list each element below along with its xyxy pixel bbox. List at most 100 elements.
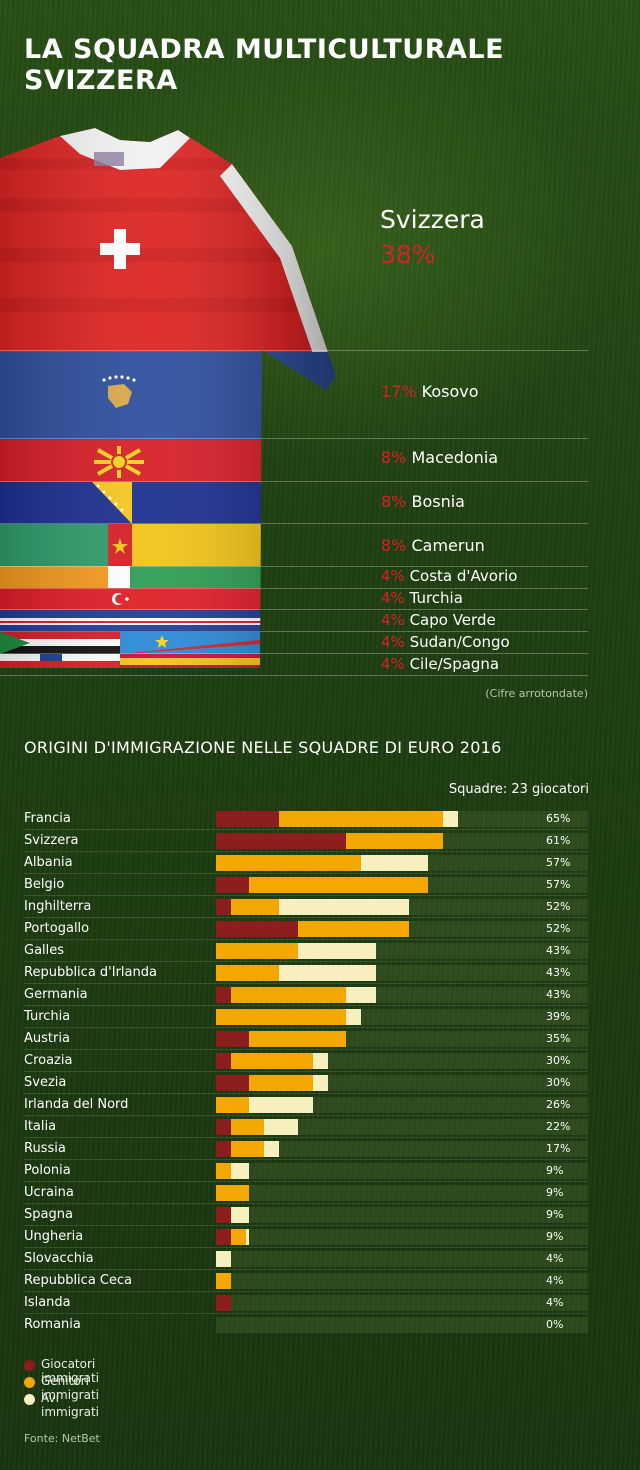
bar-segment-parents <box>216 965 280 981</box>
shirt-label-percent: 8% <box>381 536 407 555</box>
row-divider <box>24 1225 588 1226</box>
total-value-label: 9% <box>546 1230 564 1243</box>
shirt-label-bosnia: 8% Bosnia <box>381 492 465 511</box>
category-label: Francia <box>24 811 71 826</box>
separator-line <box>0 523 588 524</box>
category-label: Inghilterra <box>24 899 92 914</box>
bar-segment-parents <box>230 899 280 915</box>
row-divider <box>24 851 588 852</box>
category-label: Galles <box>24 943 65 958</box>
shirt-label-percent: 4% <box>381 633 405 651</box>
total-value-label: 57% <box>546 878 571 891</box>
bar-track <box>216 1273 588 1289</box>
bar-track <box>216 1317 588 1333</box>
total-value-label: 43% <box>546 944 571 957</box>
shirt-label-sudan-congo: 4% Sudan/Congo <box>381 633 510 651</box>
bar-track <box>216 965 588 981</box>
row-divider <box>24 917 588 918</box>
bar-segment-players <box>216 1053 231 1069</box>
bar-track <box>216 1229 588 1245</box>
main-country-name: Svizzera <box>380 205 485 234</box>
bar-segment-parents <box>216 1097 250 1113</box>
bar-segment-players <box>216 1075 250 1091</box>
row-divider <box>24 983 588 984</box>
bar-segment-grandparents <box>264 1141 280 1157</box>
bar-track <box>216 1119 588 1135</box>
bar-track <box>216 1097 588 1113</box>
total-value-label: 4% <box>546 1296 564 1309</box>
shirt-label-ivory-coast: 4% Costa d'Avorio <box>381 567 517 585</box>
bar-segment-players <box>216 1031 250 1047</box>
bar-segment-parents <box>216 1009 347 1025</box>
total-value-label: 22% <box>546 1120 571 1133</box>
row-divider <box>24 1269 588 1270</box>
total-value-label: 17% <box>546 1142 571 1155</box>
row-divider <box>24 1137 588 1138</box>
total-value-label: 4% <box>546 1252 564 1265</box>
shirt-label-percent: 8% <box>381 492 407 511</box>
bar-segment-parents <box>249 877 429 893</box>
row-divider <box>24 1049 588 1050</box>
legend-label: Giocatori immigrati <box>41 1357 99 1385</box>
category-label: Polonia <box>24 1163 71 1178</box>
legend-label: Genitori immigrati <box>41 1374 99 1402</box>
shirt-label-country: Cile/Spagna <box>409 655 500 673</box>
shirt-label-cameroon: 8% Camerun <box>381 536 485 555</box>
bar-segment-grandparents <box>279 899 410 915</box>
bar-track <box>216 811 588 827</box>
bar-segment-grandparents <box>279 965 376 981</box>
bar-segment-players <box>216 1141 231 1157</box>
row-divider <box>24 1071 588 1072</box>
bar-track <box>216 921 588 937</box>
shirt-label-percent: 4% <box>381 567 405 585</box>
separator-line <box>0 350 588 351</box>
row-divider <box>24 961 588 962</box>
bar-track <box>216 943 588 959</box>
legend-swatch <box>24 1360 35 1371</box>
bar-segment-parents <box>297 921 410 937</box>
total-value-label: 9% <box>546 1186 564 1199</box>
bar-segment-players <box>216 833 347 849</box>
bar-track <box>216 877 588 893</box>
bar-track <box>216 1207 588 1223</box>
bar-segment-parents <box>230 1229 246 1245</box>
total-value-label: 52% <box>546 900 571 913</box>
bar-track <box>216 1031 588 1047</box>
bar-segment-players <box>216 1119 231 1135</box>
legend-swatch <box>24 1377 35 1388</box>
category-label: Repubblica d'Irlanda <box>24 965 157 980</box>
bar-track <box>216 899 588 915</box>
bar-segment-grandparents <box>264 1119 298 1135</box>
bar-segment-parents <box>249 1075 313 1091</box>
source-note: Fonte: NetBet <box>24 1432 100 1445</box>
category-label: Albania <box>24 855 73 870</box>
bar-segment-grandparents <box>361 855 429 871</box>
separator-line <box>0 631 588 632</box>
bar-segment-parents <box>279 811 443 827</box>
separator-line <box>0 675 588 676</box>
bar-segment-grandparents <box>346 987 376 1003</box>
separator-line <box>0 438 588 439</box>
row-divider <box>24 1005 588 1006</box>
bar-segment-parents <box>230 987 347 1003</box>
bar-segment-parents <box>249 1031 347 1047</box>
separator-line <box>0 566 588 567</box>
category-label: Turchia <box>24 1009 71 1024</box>
shirt-label-country: Bosnia <box>411 492 465 511</box>
bar-track <box>216 1141 588 1157</box>
bar-track <box>216 1295 588 1311</box>
bar-segment-parents <box>216 855 362 871</box>
row-divider <box>24 1291 588 1292</box>
category-label: Russia <box>24 1141 66 1156</box>
total-value-label: 52% <box>546 922 571 935</box>
total-value-label: 9% <box>546 1164 564 1177</box>
bar-segment-players <box>216 1295 231 1311</box>
category-label: Slovacchia <box>24 1251 94 1266</box>
bar-track <box>216 1251 588 1267</box>
total-value-label: 65% <box>546 812 571 825</box>
bar-segment-grandparents <box>216 1251 231 1267</box>
bar-segment-parents <box>230 1119 265 1135</box>
shirt-label-country: Kosovo <box>421 382 479 401</box>
bar-track <box>216 1185 588 1201</box>
category-label: Ucraina <box>24 1185 74 1200</box>
